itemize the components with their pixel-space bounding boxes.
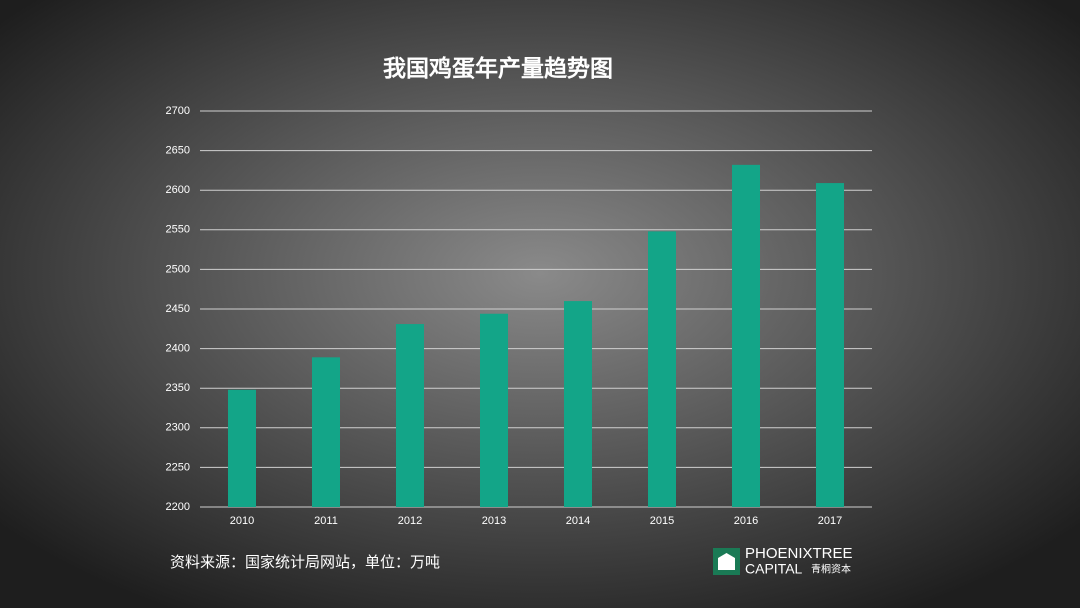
logo-shape bbox=[718, 553, 735, 570]
y-tick-label: 2600 bbox=[166, 184, 190, 196]
bar bbox=[816, 183, 844, 507]
y-tick-label: 2550 bbox=[166, 224, 190, 236]
logo-sub: CAPITAL bbox=[745, 561, 803, 577]
bar bbox=[732, 164, 760, 507]
y-tick-label: 2400 bbox=[166, 343, 190, 355]
x-tick-label: 2015 bbox=[650, 515, 674, 527]
y-tick-label: 2650 bbox=[166, 145, 190, 157]
bar bbox=[564, 301, 592, 507]
x-tick-label: 2017 bbox=[818, 515, 842, 527]
y-tick-label: 2700 bbox=[166, 105, 190, 117]
bar bbox=[480, 313, 508, 507]
y-tick-label: 2500 bbox=[166, 263, 190, 275]
bar bbox=[648, 231, 676, 507]
logo-name: PHOENIXTREE bbox=[745, 545, 853, 562]
x-tick-label: 2010 bbox=[230, 515, 254, 527]
bar bbox=[312, 357, 340, 507]
y-tick-label: 2450 bbox=[166, 303, 190, 315]
y-tick-label: 2250 bbox=[166, 461, 190, 473]
y-tick-label: 2300 bbox=[166, 422, 190, 434]
y-tick-label: 2350 bbox=[166, 382, 190, 394]
y-tick-label: 2200 bbox=[166, 501, 190, 513]
x-tick-label: 2012 bbox=[398, 515, 422, 527]
x-tick-label: 2016 bbox=[734, 515, 758, 527]
source-note: 资料来源：国家统计局网站，单位：万吨 bbox=[170, 554, 440, 571]
bar bbox=[228, 389, 256, 507]
x-tick-label: 2014 bbox=[566, 515, 590, 527]
x-tick-label: 2013 bbox=[482, 515, 506, 527]
chart-title: 我国鸡蛋年产量趋势图 bbox=[383, 55, 613, 81]
logo-cn: 青桐资本 bbox=[811, 563, 851, 576]
x-tick-label: 2011 bbox=[314, 515, 338, 527]
bar bbox=[396, 324, 424, 507]
